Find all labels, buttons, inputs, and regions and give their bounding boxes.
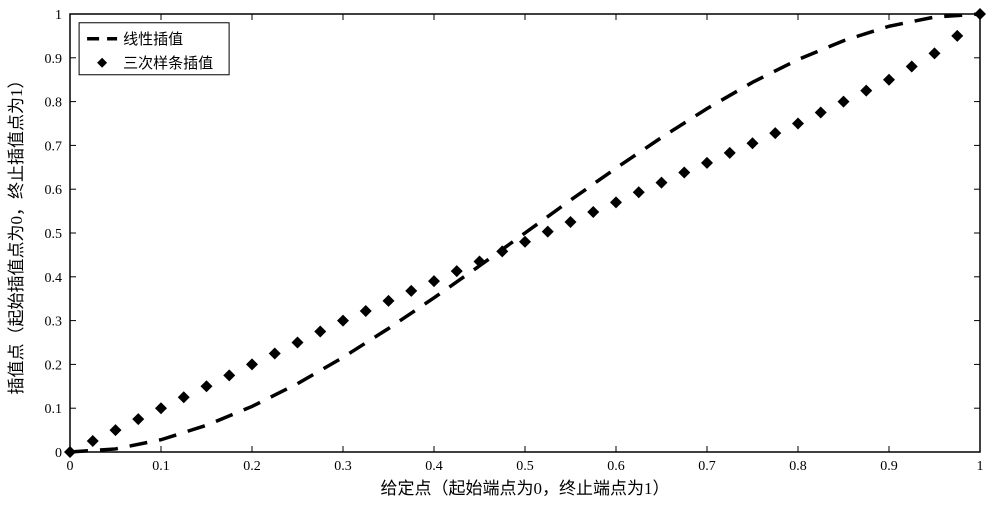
marker-diamond [542, 226, 554, 238]
x-axis-label: 给定点（起始端点为0，终止端点为1） [381, 479, 670, 498]
x-tick-label: 0 [67, 459, 74, 474]
interpolation-chart: 0 0.1 0.2 0.3 0.4 0.5 0.6 0.7 0.8 0.9 1 0 0.1 0.2 0.3 0… [0, 0, 1000, 505]
marker-diamond [724, 147, 736, 159]
marker-diamond [815, 107, 827, 119]
y-tick-label: 1 [55, 8, 62, 23]
marker-diamond [860, 85, 872, 97]
marker-diamond [678, 167, 690, 179]
marker-diamond [929, 47, 941, 59]
marker-diamond [883, 74, 895, 86]
x-tick-label: 0.1 [152, 459, 170, 474]
marker-diamond [87, 435, 99, 447]
x-tick-label: 0.9 [880, 459, 898, 474]
x-tick-label: 0.7 [698, 459, 716, 474]
x-tick-label: 0.4 [425, 459, 443, 474]
marker-diamond [633, 186, 645, 198]
marker-diamond [246, 358, 258, 370]
marker-diamond [337, 315, 349, 327]
chart-svg: 0 0.1 0.2 0.3 0.4 0.5 0.6 0.7 0.8 0.9 1 0 0.1 0.2 0.3 0… [0, 0, 1000, 505]
x-tick-label: 1 [977, 459, 984, 474]
legend-label: 线性插值 [123, 31, 183, 48]
x-tick-label: 0.5 [516, 459, 534, 474]
marker-diamond [519, 236, 531, 248]
marker-diamond [292, 337, 304, 349]
marker-diamond [201, 380, 213, 392]
y-tick-label: 0.6 [45, 183, 63, 198]
marker-diamond [565, 216, 577, 228]
marker-diamond [64, 446, 76, 458]
marker-diamond [451, 265, 463, 277]
marker-diamond [428, 275, 440, 287]
y-tick-label: 0 [55, 446, 62, 461]
marker-diamond [474, 255, 486, 267]
marker-diamond [269, 347, 281, 359]
y-tick-label: 0.1 [45, 402, 63, 417]
x-tick-label: 0.8 [789, 459, 807, 474]
y-tick-label: 0.9 [45, 52, 63, 67]
marker-diamond [747, 137, 759, 149]
x-tick-label: 0.2 [243, 459, 261, 474]
marker-diamond [110, 424, 122, 436]
marker-diamond [314, 326, 326, 338]
marker-diamond [792, 118, 804, 130]
marker-diamond [769, 127, 781, 139]
marker-diamond [906, 61, 918, 73]
marker-diamond [360, 305, 372, 317]
x-tick-label: 0.3 [334, 459, 352, 474]
y-tick-label: 0.3 [45, 315, 63, 330]
marker-diamond [838, 96, 850, 108]
y-tick-label: 0.2 [45, 358, 63, 373]
marker-diamond [974, 8, 986, 20]
marker-diamond [405, 285, 417, 297]
marker-diamond [587, 206, 599, 218]
marker-diamond [656, 177, 668, 189]
legend-label: 三次样条插值 [123, 55, 213, 72]
marker-diamond [951, 30, 963, 42]
marker-diamond [178, 391, 190, 403]
marker-diamond [383, 295, 395, 307]
y-tick-label: 0.8 [45, 96, 63, 111]
marker-diamond [701, 157, 713, 169]
marker-diamond [610, 196, 622, 208]
marker-diamond [132, 413, 144, 425]
y-tick-label: 0.4 [45, 271, 63, 286]
marker-diamond [155, 402, 167, 414]
x-tick-label: 0.6 [607, 459, 625, 474]
marker-diamond [223, 369, 235, 381]
y-tick-label: 0.7 [45, 139, 63, 154]
y-tick-label: 0.5 [45, 227, 63, 242]
y-axis-label: 插值点（起始插值点为0，终止插值点为1） [7, 72, 26, 395]
